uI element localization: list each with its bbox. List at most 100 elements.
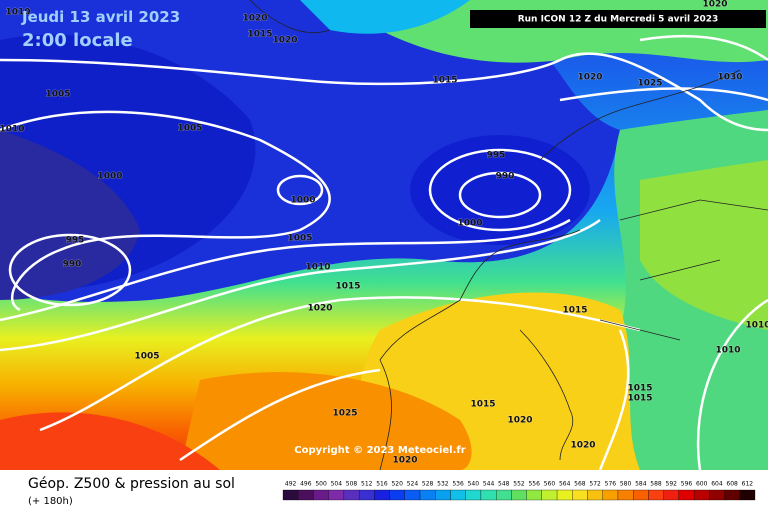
- legend-swatch: [617, 489, 634, 501]
- legend-swatch: [450, 489, 466, 501]
- isobar-label: 1020: [242, 14, 267, 24]
- isobar-label: 1005: [287, 234, 312, 244]
- legend-value: 612: [742, 481, 754, 488]
- isobar-label: 1010: [715, 346, 740, 356]
- legend-value: 572: [589, 481, 601, 488]
- legend-value: 504: [331, 481, 343, 488]
- legend-swatch: [465, 489, 482, 501]
- isobar-label: 1025: [332, 409, 357, 419]
- legend-swatch: [298, 489, 314, 501]
- legend-value: 576: [605, 481, 617, 488]
- legend-value: 524: [407, 481, 419, 488]
- legend-swatch: [328, 489, 345, 501]
- isobar-label: 1015: [335, 282, 360, 292]
- legend-value: 496: [300, 481, 312, 488]
- legend-value: 588: [650, 481, 662, 488]
- isobar-label: 990: [63, 260, 82, 270]
- isobar-label: 1020: [392, 456, 417, 466]
- legend-swatch: [648, 489, 664, 501]
- legend-value: 548: [498, 481, 510, 488]
- legend-value: 520: [391, 481, 403, 488]
- isobar-label: 1005: [134, 352, 159, 362]
- legend-swatch: [678, 489, 695, 501]
- legend-swatch: [389, 489, 405, 501]
- isobar-label: 1010: [5, 8, 30, 18]
- isobar-label: 1020: [702, 0, 727, 10]
- legend-value: 512: [361, 481, 373, 488]
- isobar-label: 1025: [637, 79, 662, 89]
- legend-value: 580: [620, 481, 632, 488]
- isobar-label: 995: [487, 151, 506, 161]
- legend-value: 596: [681, 481, 693, 488]
- isobar-label: 1020: [507, 416, 532, 426]
- legend-swatch: [313, 489, 329, 501]
- legend: 492 496 500 504 508 512 516 520 524 528 532 536 540 5…: [282, 481, 756, 501]
- legend-swatch: [587, 489, 603, 501]
- legend-swatch: [496, 489, 512, 501]
- legend-swatch: [404, 489, 421, 501]
- isobar-label: 1015: [562, 306, 587, 316]
- isobar-label: 1010: [745, 321, 768, 331]
- legend-value: 568: [574, 481, 586, 488]
- isobar-label: 1020: [272, 36, 297, 46]
- isobar-label: 1020: [570, 441, 595, 451]
- legend-swatch: [724, 489, 740, 501]
- legend-swatch: [343, 489, 360, 501]
- isobar-label: 990: [496, 172, 515, 182]
- legend-value: 540: [468, 481, 480, 488]
- legend-swatch: [709, 489, 725, 501]
- isobar-label: 1015: [432, 76, 457, 86]
- legend-value: 528: [422, 481, 434, 488]
- legend-value: 604: [711, 481, 723, 488]
- isobar-label: 1000: [290, 196, 315, 206]
- run-box: [470, 10, 766, 28]
- isobar-label: 1010: [305, 263, 330, 273]
- legend-value: 584: [635, 481, 647, 488]
- legend-value: 544: [483, 481, 495, 488]
- legend-swatch: [435, 489, 451, 501]
- legend-swatch: [511, 489, 527, 501]
- legend-value: 600: [696, 481, 708, 488]
- legend-value: 492: [285, 481, 297, 488]
- isobar-label: 995: [66, 236, 85, 246]
- legend-value: 556: [528, 481, 540, 488]
- legend-value: 608: [726, 481, 738, 488]
- isobar-label: 1020: [307, 304, 332, 314]
- legend-swatch: [739, 489, 756, 501]
- legend-swatch: [358, 489, 375, 501]
- isobar-label: 1015: [627, 394, 652, 404]
- legend-swatch: [374, 489, 390, 501]
- isobars: [0, 34, 768, 471]
- isobar-label: 1000: [457, 219, 482, 229]
- legend-value: 560: [544, 481, 556, 488]
- legend-swatch: [633, 489, 649, 501]
- run-info: Run ICON 12 Z du Mercredi 5 avril 2023: [518, 15, 719, 25]
- legend-swatch: [541, 489, 558, 501]
- isobar-label: 1005: [177, 124, 202, 134]
- field: [0, 0, 768, 470]
- legend-swatch: [693, 489, 710, 501]
- isobar-label: 1015: [470, 400, 495, 410]
- legend-value: 592: [666, 481, 678, 488]
- isobar-label: 1020: [577, 73, 602, 83]
- legend-value: 536: [452, 481, 464, 488]
- isobar-label: 1000: [97, 172, 122, 182]
- copyright: Copyright © 2023 Meteociel.fr: [294, 445, 465, 456]
- legend-value: 564: [559, 481, 571, 488]
- legend-value: 508: [346, 481, 358, 488]
- coastlines: [249, 0, 768, 471]
- legend-swatch: [572, 489, 588, 501]
- legend-swatch: [480, 489, 497, 501]
- isobar-label: 1015: [247, 30, 272, 40]
- legend-value: 500: [315, 481, 327, 488]
- isobar-label: 1030: [717, 73, 742, 83]
- legend-swatch: [282, 489, 299, 501]
- legend-swatch: [419, 489, 436, 501]
- legend-swatch: [526, 489, 542, 501]
- footer-lead: (+ 180h): [28, 496, 73, 507]
- isobar-label: 1015: [627, 384, 652, 394]
- date: Jeudi 13 avril 2023: [21, 8, 180, 26]
- legend-value: 552: [513, 481, 525, 488]
- legend-value: 532: [437, 481, 449, 488]
- isobar-label: 1010: [0, 125, 25, 135]
